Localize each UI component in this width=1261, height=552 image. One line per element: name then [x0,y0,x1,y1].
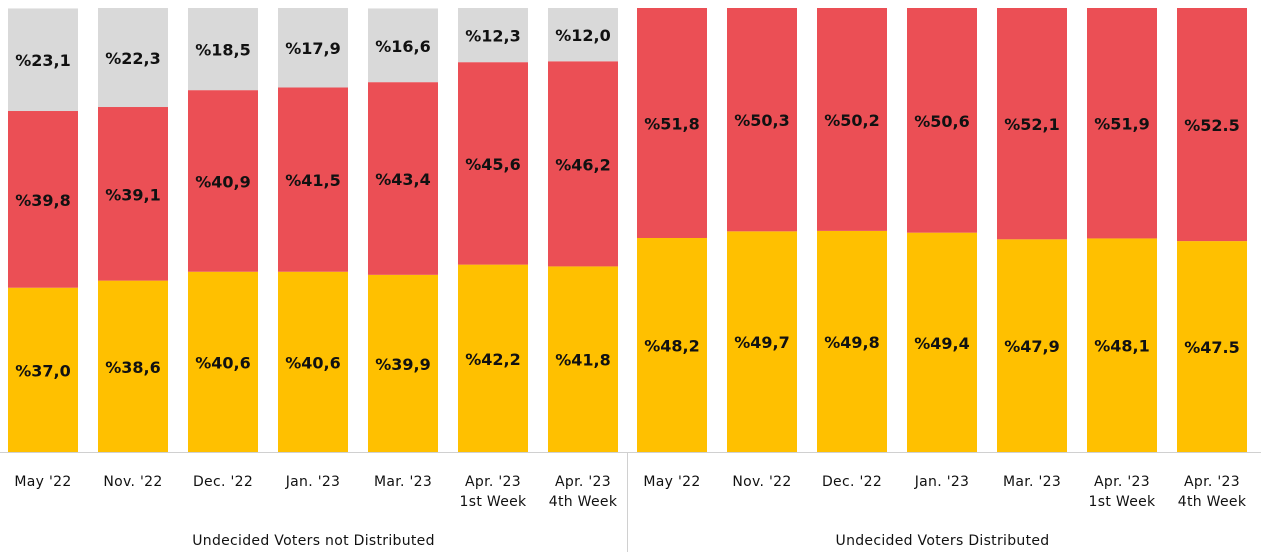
bar-segment [278,8,348,88]
data-label: %41,5 [285,171,341,190]
x-tick-label: Dec. '22 [821,474,883,490]
data-label: %50,2 [824,111,880,130]
bar-segment [1087,8,1157,239]
bar-segment [368,274,438,452]
data-label: %52.5 [1184,116,1240,135]
bar-segment [278,87,348,272]
data-label: %18,5 [195,41,251,60]
data-label: %12,0 [555,26,611,45]
group-label: Undecided Voters Distributed [835,533,1050,549]
bar-segment [997,239,1067,452]
data-label: %49,8 [824,333,880,352]
bar-segment [907,8,977,233]
data-label: %40,9 [195,172,251,191]
data-label: %51,8 [644,114,700,133]
bar-segment [8,111,78,288]
data-label: %17,9 [285,39,341,58]
data-label: %45,6 [465,155,521,174]
bar-segment [637,8,707,238]
bar-segment [548,61,618,267]
bar-segment [548,266,618,452]
x-tick-label: May '22 [14,474,72,490]
data-label: %37,0 [15,361,71,380]
bar-segment [458,8,528,63]
data-label: %39,9 [375,355,431,374]
data-label: %39,8 [15,191,71,210]
bar-segment [368,8,438,83]
bar-segment [188,8,258,91]
bar-segment [458,62,528,265]
data-label: %42,2 [465,350,521,369]
x-tick-label: Dec. '22 [192,474,254,490]
data-label: %38,6 [105,358,161,377]
data-label: %43,4 [375,170,431,189]
x-tick-label: Jan. '23 [285,474,341,490]
data-label: %12,3 [465,27,521,46]
x-tick-label: Mar. '23 [1002,474,1062,490]
data-label: %48,2 [644,336,700,355]
bar-segment [188,271,258,452]
data-label: %52,1 [1004,115,1060,134]
bar-segment [907,232,977,452]
x-tick-label: Nov. '22 [732,474,792,490]
bar-segment [98,107,168,281]
data-label: %47.5 [1184,338,1240,357]
bar-segment [8,8,78,112]
x-tick-label: May '22 [643,474,701,490]
bar-segment [368,82,438,275]
data-label: %23,1 [15,51,71,70]
data-label: %47,9 [1004,337,1060,356]
bar-segment [548,8,618,62]
data-label: %41,8 [555,351,611,370]
bar-segment [817,230,887,452]
bar-segment [458,264,528,452]
x-tick-label: Mar. '23 [373,474,433,490]
x-tick-label: Apr. '23 4th Week [548,474,618,510]
data-label: %48,1 [1094,337,1150,356]
bar-segment [1087,238,1157,452]
bar-segment [1177,8,1247,242]
data-label: %40,6 [285,353,341,372]
x-tick-label: Apr. '23 1st Week [1088,474,1156,510]
data-label: %22,3 [105,49,161,68]
bar-segment [278,271,348,452]
bar-segment [727,8,797,232]
bar-segment [8,287,78,452]
bar-segment [637,237,707,452]
data-label: %39,1 [105,185,161,204]
data-label: %16,6 [375,37,431,56]
data-label: %49,4 [914,334,970,353]
data-label: %51,9 [1094,115,1150,134]
bar-segment [188,90,258,272]
x-tick-label: Apr. '23 4th Week [1177,474,1247,510]
bar-segment [997,8,1067,240]
bar-segment [817,8,887,231]
x-tick-label: Nov. '22 [103,474,163,490]
bar-segment [98,8,168,108]
data-label: %49,7 [734,333,790,352]
x-tick-label: Jan. '23 [914,474,970,490]
bar-segment [98,280,168,452]
group-label: Undecided Voters not Distributed [192,533,435,549]
x-tick-label: Apr. '23 1st Week [459,474,527,510]
bar-segment [1177,241,1247,452]
data-label: %40,6 [195,353,251,372]
bar-segment [727,231,797,452]
data-label: %50,6 [914,112,970,131]
data-label: %50,3 [734,111,790,130]
data-label: %46,2 [555,155,611,174]
